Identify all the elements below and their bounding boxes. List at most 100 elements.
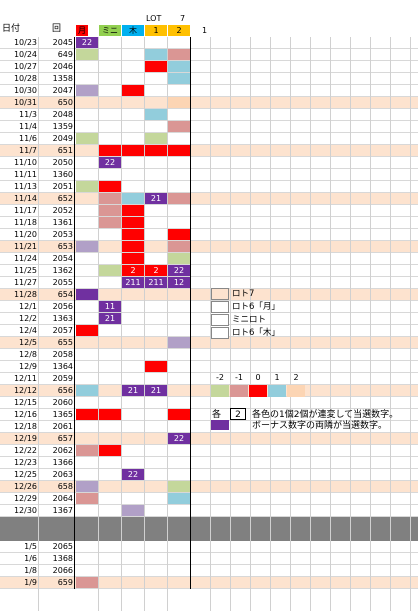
value-cell <box>168 133 190 144</box>
grid-line <box>190 0 191 589</box>
value-cell <box>122 361 144 372</box>
table-row: 12/11 2059 <box>0 373 418 385</box>
value-cell <box>122 229 144 240</box>
scale-label-m1: -1 <box>235 373 243 382</box>
row-draw-number: 1359 <box>52 122 73 131</box>
value-cell <box>99 565 121 576</box>
table-row: 12/4 2057 <box>0 325 418 337</box>
value-cell <box>122 433 144 444</box>
row-draw-number: 656 <box>57 386 73 395</box>
value-cell <box>168 349 190 360</box>
row-date: 11/10 <box>13 158 37 167</box>
value-cell <box>168 469 190 480</box>
note2-text: ボーナス数字の両隣が当選数字。 <box>252 421 388 431</box>
column-header: 日付 回 月 ミニ 木 LOT 7 1 2 1 <box>0 0 418 37</box>
grid-line <box>144 0 145 611</box>
table-row: 11/20 2053 <box>0 229 418 241</box>
table-row: 12/12 656 21 21 <box>0 385 418 397</box>
grid-line <box>230 0 231 611</box>
value-cell <box>99 469 121 480</box>
value-cell <box>76 217 98 228</box>
table-row: 10/30 2047 <box>0 85 418 97</box>
value-cell <box>99 337 121 348</box>
mini-header: ミニ <box>99 25 121 36</box>
row-draw-number: 2049 <box>52 134 73 143</box>
grid-line <box>330 0 331 611</box>
value-cell <box>168 325 190 336</box>
note1-prefix: 各 <box>212 410 222 420</box>
value-cell <box>168 229 190 240</box>
value-cell <box>122 205 144 216</box>
row-draw-number: 654 <box>57 290 73 299</box>
value-cell <box>76 421 98 432</box>
table-row: 11/25 1362 2 2 22 <box>0 265 418 277</box>
row-draw-number: 2048 <box>52 110 73 119</box>
value-cell <box>76 229 98 240</box>
row-draw-number: 2056 <box>52 302 73 311</box>
value-cell <box>76 253 98 264</box>
table-row: 11/6 2049 <box>0 133 418 145</box>
row-date: 12/5 <box>19 338 37 347</box>
value-cell <box>122 565 144 576</box>
row-date: 12/9 <box>19 362 37 371</box>
value-cell <box>122 49 144 60</box>
value-cell <box>99 205 121 216</box>
value-cell <box>76 337 98 348</box>
value-cell <box>122 73 144 84</box>
value-cell <box>145 253 167 264</box>
value-cell <box>122 457 144 468</box>
value-cell <box>122 505 144 516</box>
row-draw-number: 1362 <box>52 266 73 275</box>
value-cell <box>76 493 98 504</box>
value-cell <box>76 397 98 408</box>
lot-sub1: 1 <box>145 25 167 36</box>
value-cell: 22 <box>168 433 190 444</box>
value-cell: 2 <box>145 265 167 276</box>
row-date: 11/11 <box>13 170 37 179</box>
value-cell <box>145 313 167 324</box>
getsu-header: 月 <box>76 25 88 36</box>
scale-swatch-m2 <box>211 385 229 397</box>
value-cell <box>168 109 190 120</box>
table-row: 12/8 2058 <box>0 349 418 361</box>
row-date: 12/29 <box>13 494 37 503</box>
row-draw-number: 2057 <box>52 326 73 335</box>
row-date: 10/23 <box>13 38 37 47</box>
value-cell <box>99 361 121 372</box>
lot-header: LOT <box>146 14 162 23</box>
value-cell <box>122 169 144 180</box>
value-cell <box>122 217 144 228</box>
row-date: 11/21 <box>13 242 37 251</box>
value-cell <box>76 61 98 72</box>
value-cell <box>145 541 167 552</box>
table-row: 1/6 1368 <box>0 553 418 565</box>
value-cell <box>168 241 190 252</box>
value-cell <box>122 337 144 348</box>
value-cell <box>122 85 144 96</box>
value-cell <box>99 37 121 48</box>
value-cell <box>122 157 144 168</box>
value-cell <box>99 193 121 204</box>
row-draw-number: 1368 <box>52 554 73 563</box>
lot7-header: 7 <box>180 14 186 23</box>
row-draw-number: 1364 <box>52 362 73 371</box>
value-cell <box>168 73 190 84</box>
value-cell <box>76 265 98 276</box>
value-cell <box>76 469 98 480</box>
value-cell <box>168 337 190 348</box>
table-row: 11/24 2054 <box>0 253 418 265</box>
grid-line <box>350 0 351 611</box>
value-cell <box>145 97 167 108</box>
value-cell <box>122 145 144 156</box>
value-cell <box>76 97 98 108</box>
grid-line <box>210 0 211 611</box>
value-cell <box>168 253 190 264</box>
value-cell <box>76 205 98 216</box>
row-date: 12/2 <box>19 314 37 323</box>
row-draw-number: 2045 <box>52 38 73 47</box>
draw-number-header: 回 <box>52 24 62 34</box>
table-row: 12/30 1367 <box>0 505 418 517</box>
value-cell <box>145 553 167 564</box>
value-cell <box>145 373 167 384</box>
value-cell <box>145 241 167 252</box>
